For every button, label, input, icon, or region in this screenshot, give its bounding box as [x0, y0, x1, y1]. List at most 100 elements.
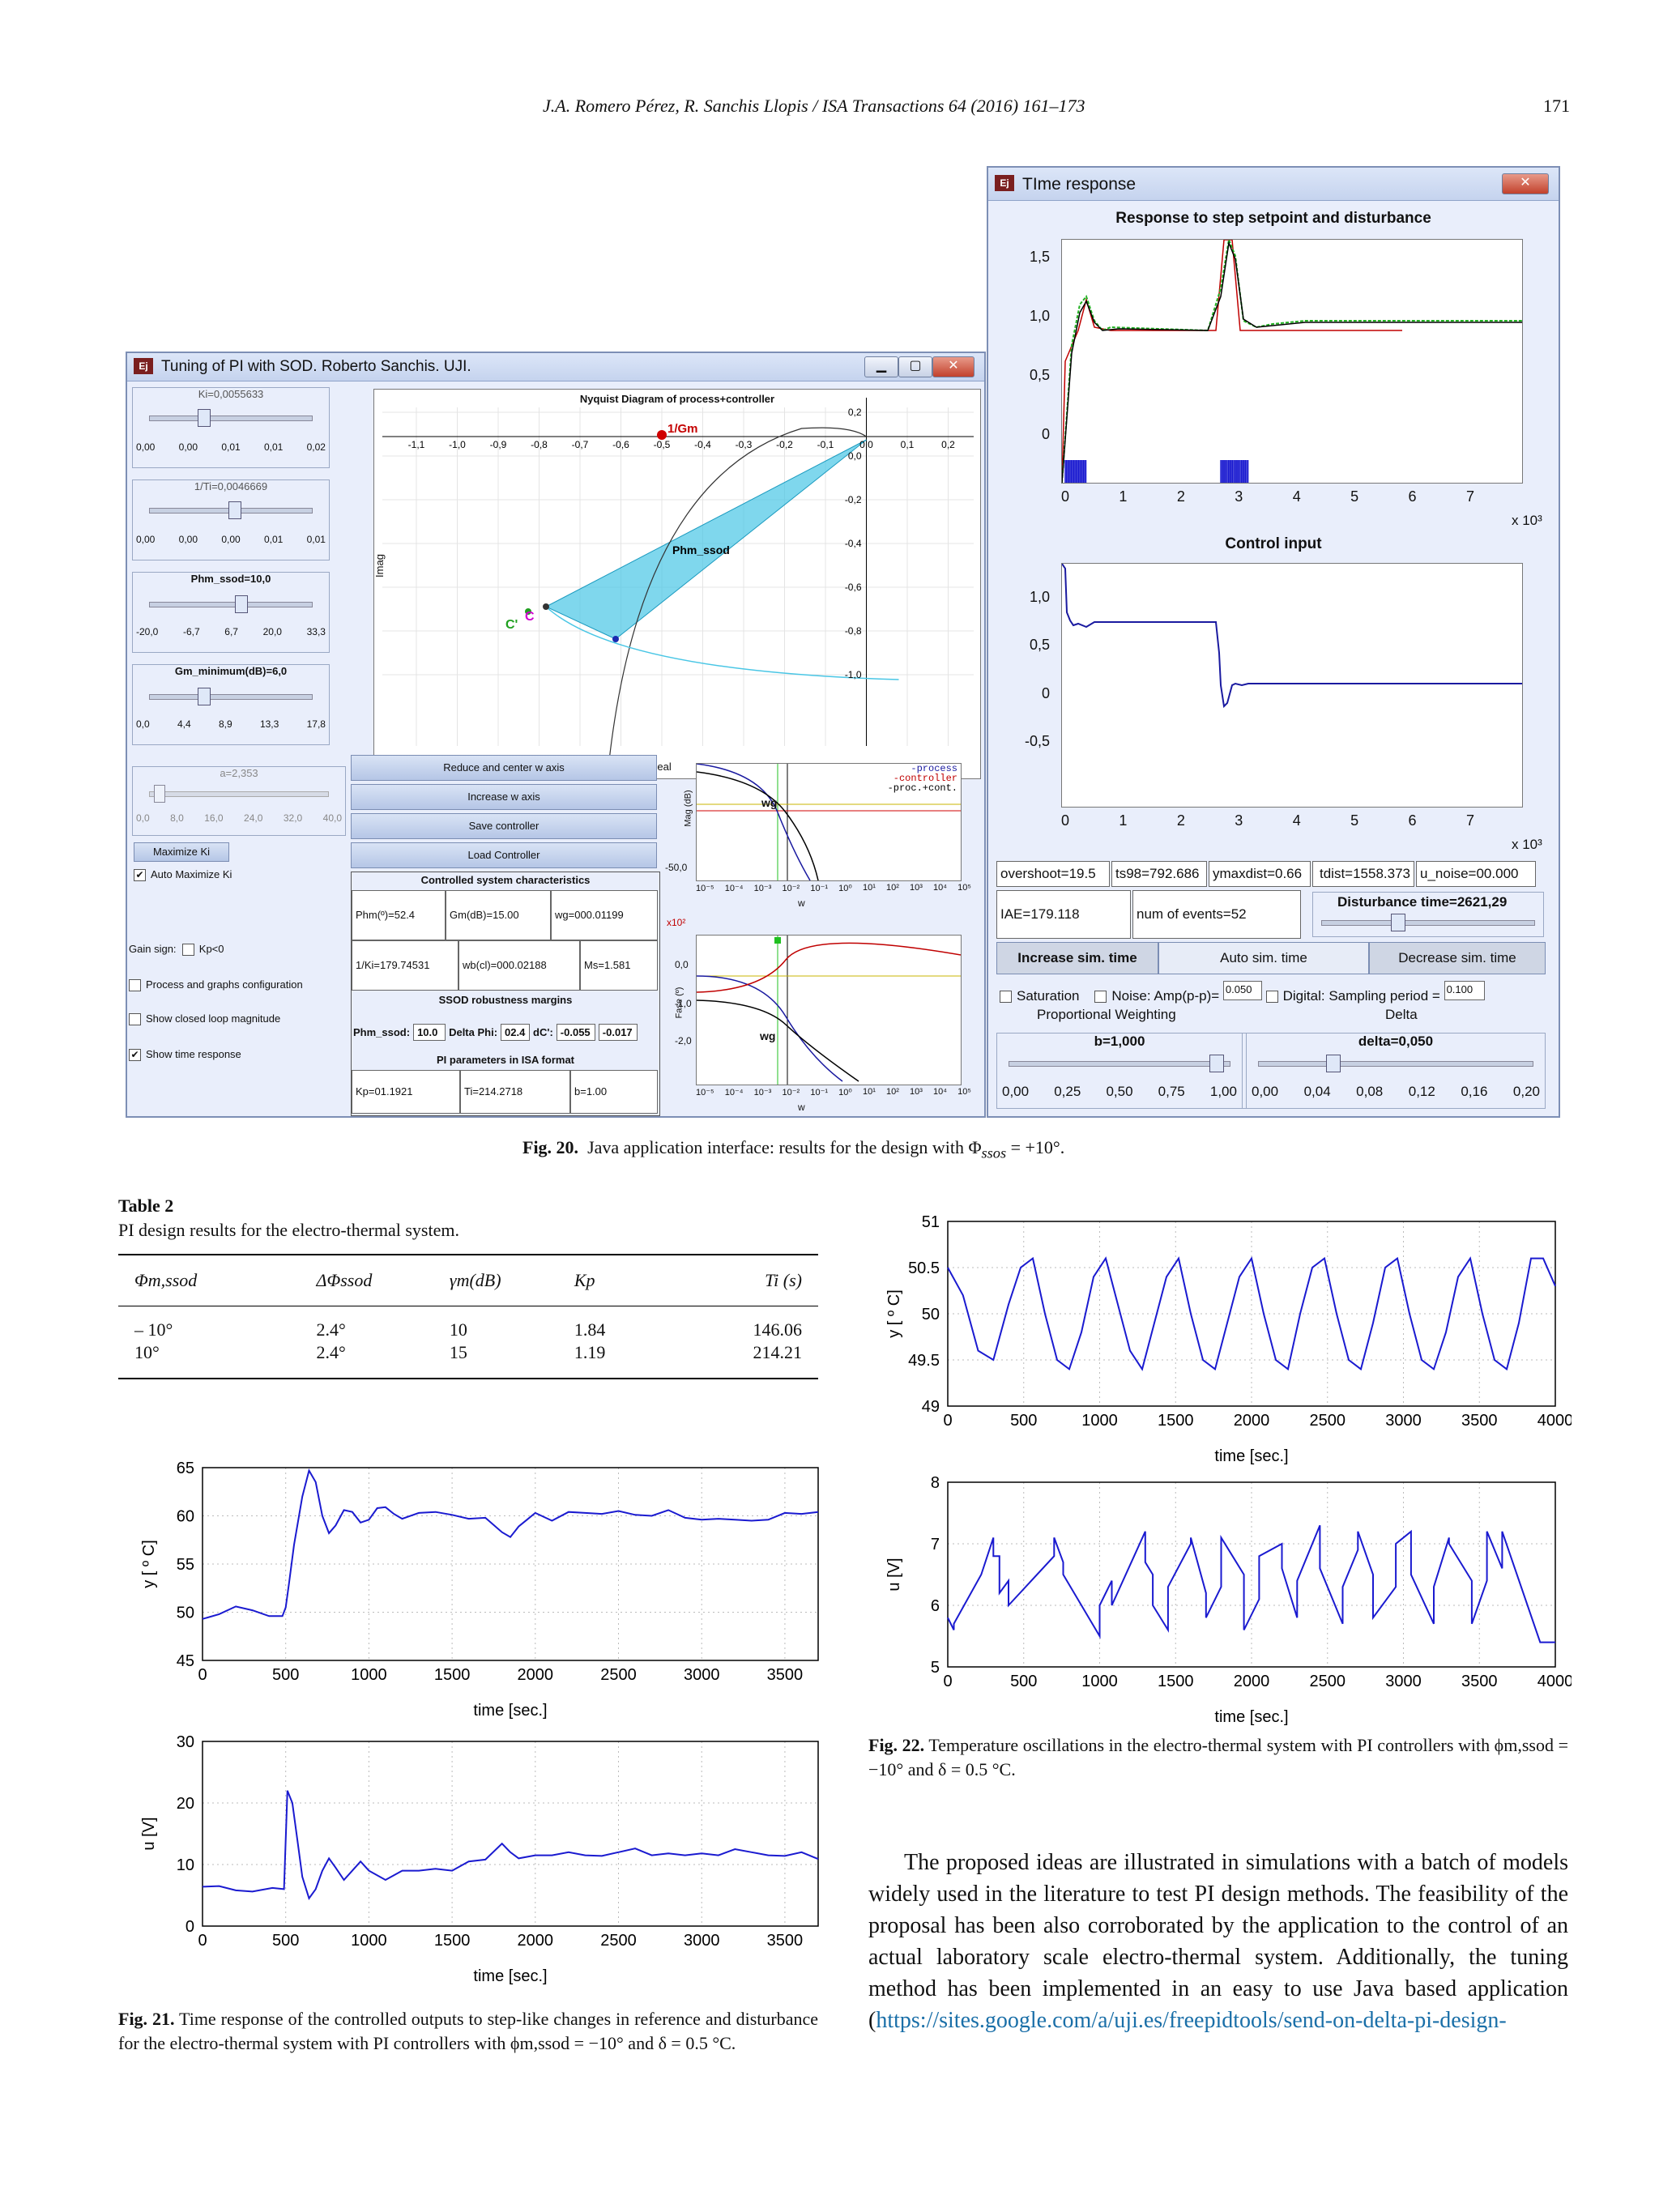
option-time-response[interactable]: ✔ Show time response: [129, 1048, 241, 1062]
disturbance-label: Disturbance time=2621,29: [1337, 894, 1508, 910]
nyquist-curve: [608, 427, 867, 761]
time-close-button[interactable]: ✕: [1502, 173, 1549, 194]
minimize-button[interactable]: ▁: [864, 356, 898, 377]
open-loop-mag: [696, 771, 819, 881]
bode-mag-ylabel: Mag (dB): [683, 790, 693, 827]
nyquist-x-tick: -0,1: [817, 439, 834, 450]
noise-checkbox[interactable]: [1094, 991, 1107, 1004]
time-window: Ej TIme response ✕ Response to step setp…: [987, 166, 1560, 1118]
a-slider-thumb[interactable]: [154, 785, 165, 803]
auto-maximize-checkbox[interactable]: ✔: [134, 869, 146, 882]
delta-slider-box: delta=0,050 0,00 0,04 0,08 0,12 0,16 0,20: [1246, 1033, 1546, 1109]
ts98-field: ts98=792.686: [1111, 861, 1207, 887]
table2-caption: PI design results for the electro-therma…: [118, 1220, 459, 1240]
delta-track[interactable]: [1258, 1061, 1533, 1067]
isa-title: PI parameters in ISA format: [436, 1054, 574, 1066]
option-process-config[interactable]: Process and graphs configuration: [129, 978, 303, 992]
delta-title: Delta: [1385, 1007, 1418, 1022]
maximize-button[interactable]: ▢: [898, 356, 932, 377]
saturation-checkbox[interactable]: [1000, 991, 1012, 1004]
delta-ticks: 0,00 0,04 0,08 0,12 0,16 0,20: [1252, 1084, 1540, 1099]
y-tick-label: 45: [177, 1652, 194, 1670]
y-tick-label: 51: [922, 1213, 940, 1231]
y-tick-label: 55: [177, 1556, 194, 1574]
gm-slider-track[interactable]: [149, 694, 313, 700]
a-slider-label: a=2,353: [220, 767, 258, 779]
plot2-svg: [1061, 563, 1522, 709]
save-controller-button[interactable]: Save controller: [351, 813, 657, 839]
tuning-window-title: Tuning of PI with SOD. Roberto Sanchis. …: [161, 358, 471, 375]
wg-point: [612, 636, 619, 642]
x-tick-label: 7: [1465, 812, 1474, 829]
nyquist-x-tick: 0,2: [941, 439, 955, 450]
phm-slider-ticks: -20,0 -6,7 6,7 20,0 33,3: [136, 626, 326, 637]
c-point: [543, 603, 549, 610]
b-field: b=1.00: [570, 1070, 658, 1114]
pw-track[interactable]: [1009, 1061, 1230, 1067]
x-tick-label: 3000: [684, 1932, 720, 1950]
increase-sim-time-button[interactable]: Increase sim. time: [996, 942, 1158, 974]
option-closed-loop[interactable]: Show closed loop magnitude: [129, 1012, 280, 1026]
load-controller-button[interactable]: Load Controller: [351, 842, 657, 868]
reduce-center-button[interactable]: Reduce and center w axis: [351, 755, 657, 781]
nyquist-x-tick: -0,7: [572, 439, 589, 450]
wg-phase-label: wg: [760, 1029, 776, 1042]
bode-mag-panel: -process -controller -proc.+cont. wg: [696, 763, 962, 881]
char-title: Controlled system characteristics: [420, 874, 591, 886]
pw-thumb[interactable]: [1209, 1055, 1224, 1072]
close-button[interactable]: ✕: [932, 356, 975, 377]
increase-w-button[interactable]: Increase w axis: [351, 784, 657, 810]
bode-phase-w: w: [798, 1102, 805, 1113]
x-tick-label: 2000: [1234, 1412, 1270, 1430]
phm-field: Phm(º)=52.4: [352, 890, 446, 940]
x-tick-label: 2500: [1310, 1673, 1346, 1690]
x-tick-label: 0: [1061, 812, 1070, 829]
y-tick-label: 50.5: [908, 1259, 940, 1277]
x-tick-label: 6: [1408, 812, 1417, 829]
disturbance-thumb[interactable]: [1391, 914, 1405, 931]
plot-frame: [947, 1481, 1556, 1668]
ti-slider-group: 1/Ti=0,0046669 0,00 0,00 0,00 0,01 0,01: [132, 479, 330, 560]
kp-neg-checkbox[interactable]: [181, 944, 194, 957]
gm-slider-thumb[interactable]: [198, 688, 211, 705]
x-tick-label: 2: [1176, 488, 1185, 505]
gm-label: 1/Gm: [667, 422, 698, 436]
series-line: [202, 1468, 819, 1620]
y-tick-label: 0: [186, 1918, 194, 1936]
x-tick-label: 0: [198, 1932, 207, 1950]
x-tick-label: 3500: [767, 1666, 804, 1684]
disturbance-track[interactable]: [1321, 920, 1535, 926]
delta-thumb[interactable]: [1326, 1055, 1341, 1072]
noise-input[interactable]: 0.050: [1222, 981, 1262, 1000]
x-tick-label: 4: [1292, 488, 1301, 505]
nyquist-svg: -1,1 -1,0 -0,9 -0,8 -0,7 -0,6 -0,5 -0,4 -0,3 -0,2…: [382, 398, 974, 761]
series-line: [202, 1790, 819, 1901]
nyquist-x-tick: 0,0: [859, 439, 873, 450]
tool-link[interactable]: https://sites.google.com/a/uji.es/freepi…: [876, 2008, 1507, 2033]
phm-slider-label: Phm_ssod=10,0: [190, 573, 271, 585]
ti-slider-thumb[interactable]: [228, 501, 241, 519]
maximize-ki-button[interactable]: Maximize Ki: [134, 842, 229, 862]
output-line: [1061, 241, 1522, 484]
auto-sim-time-button[interactable]: Auto sim. time: [1158, 942, 1369, 974]
y-tick-label: 49.5: [908, 1352, 940, 1370]
a-slider-ticks: 0,0 8,0 16,0 24,0 32,0 40,0: [136, 812, 342, 824]
ki-slider-track[interactable]: [149, 416, 313, 421]
control-input-line: [1061, 563, 1522, 709]
phm-slider-track[interactable]: [149, 602, 313, 607]
y-tick-label: 30: [177, 1733, 194, 1751]
x-tick-label: 2: [1176, 812, 1185, 829]
decrease-sim-time-button[interactable]: Decrease sim. time: [1369, 942, 1546, 974]
phm-slider-thumb[interactable]: [235, 595, 248, 613]
sampling-input[interactable]: 0.100: [1444, 981, 1485, 1000]
characteristics-box: Controlled system characteristics Phm(º)…: [351, 872, 660, 1116]
process-phase: [696, 975, 843, 1082]
digital-checkbox[interactable]: [1265, 991, 1278, 1004]
auto-maximize-row[interactable]: ✔ Auto Maximize Ki: [134, 868, 232, 882]
plot2-mult: x 10³: [1512, 837, 1542, 852]
a-slider-track[interactable]: [149, 791, 329, 797]
ki-slider-thumb[interactable]: [198, 409, 211, 427]
x-tick-label: 5: [1350, 812, 1359, 829]
nyquist-y-tick: 0,2: [848, 407, 862, 418]
nyquist-ylabel: Imag: [373, 554, 386, 578]
